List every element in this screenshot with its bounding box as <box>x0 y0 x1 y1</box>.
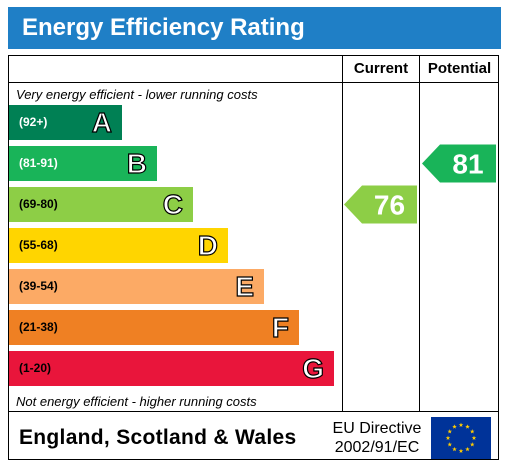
potential-rating-value: 81 <box>452 149 483 180</box>
band-range-label: (81-91) <box>19 156 58 170</box>
directive-line-1: EU Directive <box>332 420 422 437</box>
star-icon <box>458 422 464 427</box>
eu-flag-icon <box>431 417 491 459</box>
footer-divider <box>8 411 499 412</box>
column-divider-left <box>342 55 343 411</box>
star-icon <box>465 424 470 429</box>
band-c: (69-80) C <box>9 187 193 222</box>
current-column-header: Current <box>353 60 409 77</box>
title-bar <box>8 7 501 49</box>
star-icon <box>447 442 453 447</box>
header-divider <box>8 82 499 83</box>
star-icon <box>471 435 477 440</box>
band-range-label: (69-80) <box>19 197 58 211</box>
star-icon <box>447 429 453 434</box>
top-caption: Very energy efficient - lower running co… <box>16 87 258 102</box>
star-icon <box>458 448 464 453</box>
potential-column-header: Potential <box>427 60 492 77</box>
star-icon <box>465 446 470 452</box>
band-range-label: (21-38) <box>19 320 58 334</box>
band-range-label: (1-20) <box>19 361 52 375</box>
band-letter: A <box>91 106 112 138</box>
star-icon <box>469 442 475 447</box>
band-e: (39-54) E <box>9 269 264 304</box>
band-letter: C <box>162 188 183 220</box>
region-label: England, Scotland & Wales <box>19 426 297 449</box>
band-range-label: (55-68) <box>19 238 58 252</box>
band-b: (81-91) B <box>9 146 157 181</box>
band-letter: D <box>197 229 218 261</box>
star-icon <box>469 429 475 434</box>
bottom-caption: Not energy efficient - higher running co… <box>16 394 257 409</box>
band-a: (92+) A <box>9 105 122 140</box>
band-d: (55-68) D <box>9 228 228 263</box>
current-rating-arrow <box>344 185 417 224</box>
star-icon <box>445 435 451 440</box>
band-letter: G <box>302 352 325 384</box>
band-letter: B <box>126 147 147 179</box>
band-g: (1-20) G <box>9 351 334 386</box>
band-range-label: (92+) <box>19 115 48 129</box>
band-letter: F <box>271 311 289 343</box>
page-title: Energy Efficiency Rating <box>22 14 305 41</box>
potential-rating-arrow <box>422 144 496 183</box>
star-icon <box>452 424 457 429</box>
band-range-label: (39-54) <box>19 279 58 293</box>
band-letter: E <box>235 270 255 302</box>
current-rating-value: 76 <box>374 190 405 221</box>
band-f: (21-38) F <box>9 310 299 345</box>
rating-frame <box>8 55 499 460</box>
directive-line-2: 2002/91/EC <box>334 439 420 456</box>
star-icon <box>452 446 457 452</box>
column-divider-right <box>419 55 420 411</box>
